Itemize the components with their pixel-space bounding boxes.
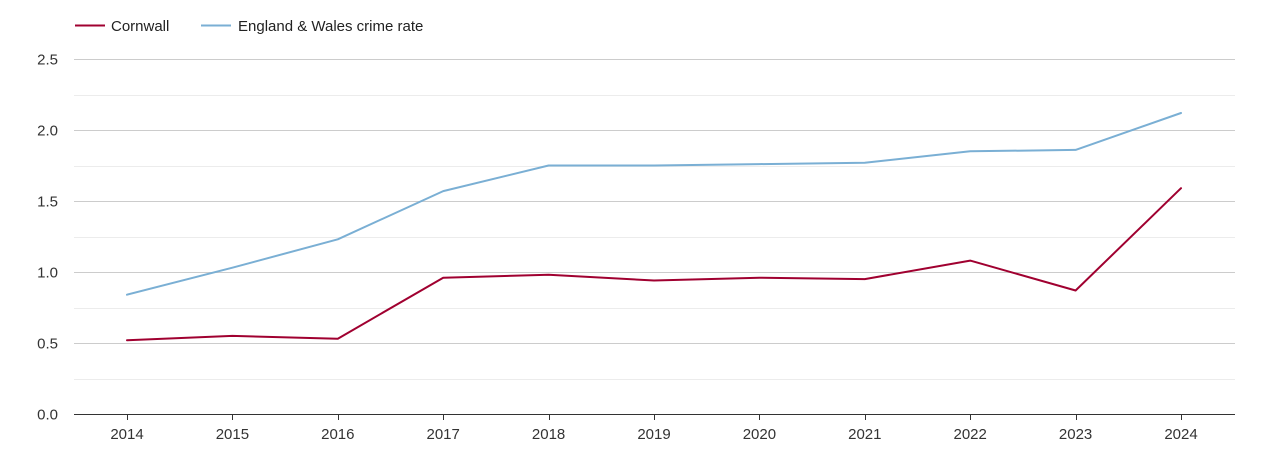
x-tick-label: 2019 bbox=[637, 426, 670, 443]
series-lines bbox=[126, 112, 1182, 342]
y-tick-label: 0.0 bbox=[37, 407, 58, 424]
y-tick-label: 2.0 bbox=[37, 123, 58, 140]
y-tick-label: 0.5 bbox=[37, 336, 58, 353]
x-tick-label: 2018 bbox=[532, 426, 565, 443]
x-tick-label: 2016 bbox=[321, 426, 354, 443]
x-tick-label: 2022 bbox=[954, 426, 987, 443]
x-tick-label: 2020 bbox=[743, 426, 776, 443]
series-line-england-wales bbox=[126, 112, 1182, 296]
x-tick-label: 2023 bbox=[1059, 426, 1092, 443]
y-tick-label: 2.5 bbox=[37, 52, 58, 69]
legend: Cornwall England & Wales crime rate bbox=[75, 18, 423, 35]
y-tick-label: 1.5 bbox=[37, 194, 58, 211]
y-tick-label: 1.0 bbox=[37, 265, 58, 282]
x-tick-label: 2024 bbox=[1164, 426, 1197, 443]
x-axis-ticks: 2014 2015 2016 2017 2018 2019 2020 2021 2022 2023… bbox=[74, 414, 1235, 443]
grid-lines bbox=[74, 59, 1235, 380]
y-axis-ticks: 0.0 0.5 1.0 1.5 2.0 2.5 bbox=[37, 52, 58, 424]
x-tick-label: 2014 bbox=[110, 426, 143, 443]
legend-label: Cornwall bbox=[111, 18, 169, 35]
x-tick-label: 2021 bbox=[848, 426, 881, 443]
x-tick-label: 2015 bbox=[216, 426, 249, 443]
series-line-cornwall bbox=[126, 187, 1182, 342]
x-tick-label: 2017 bbox=[427, 426, 460, 443]
legend-label: England & Wales crime rate bbox=[238, 18, 423, 35]
